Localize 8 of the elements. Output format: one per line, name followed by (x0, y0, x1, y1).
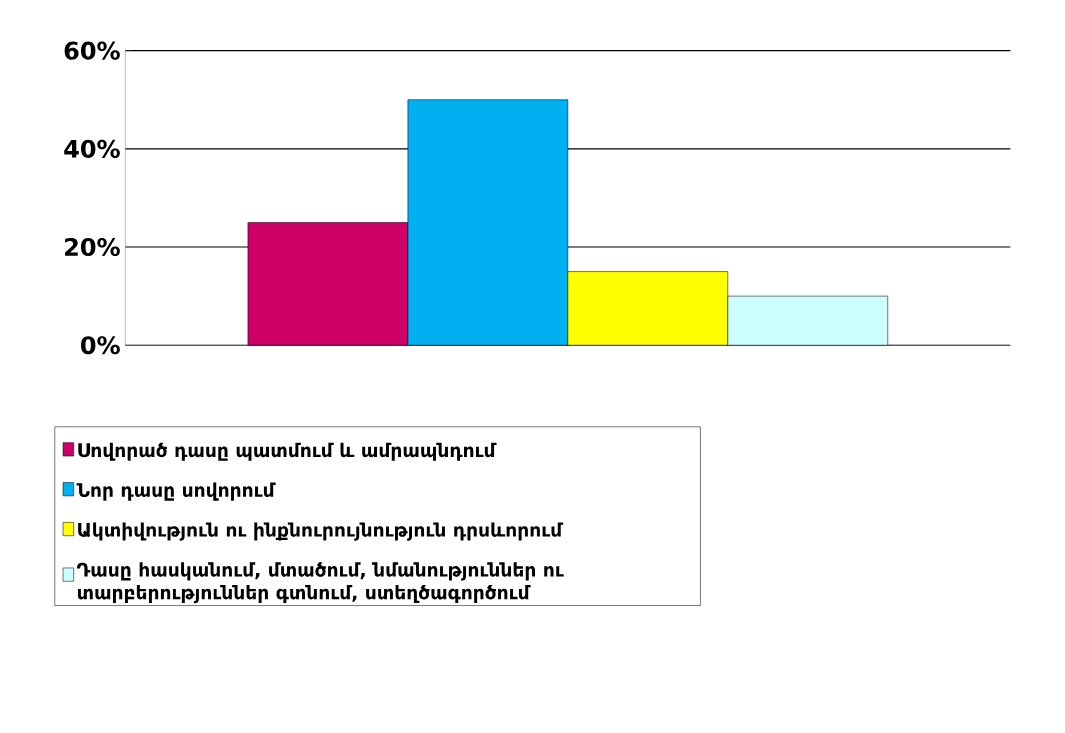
legend-label: Սովորած դասը պատմում և ամրապնդում (78, 442, 497, 461)
y-tick-label: 20% (65, 237, 120, 257)
y-tick-label: 0% (81, 336, 120, 355)
legend-label: Դասը հասկանում, մտածում, նմանություններ ու տարբերություններ գտնում, ստեղծագործում (77, 562, 564, 604)
legend-label: Ակտիվություն ու ինքնուրույնություն դրսևորում (78, 522, 564, 541)
y-tick-label: 60% (64, 41, 120, 60)
legend-label: Նոր դասը սովորում (76, 482, 276, 501)
y-tick-label: 40% (64, 139, 120, 158)
